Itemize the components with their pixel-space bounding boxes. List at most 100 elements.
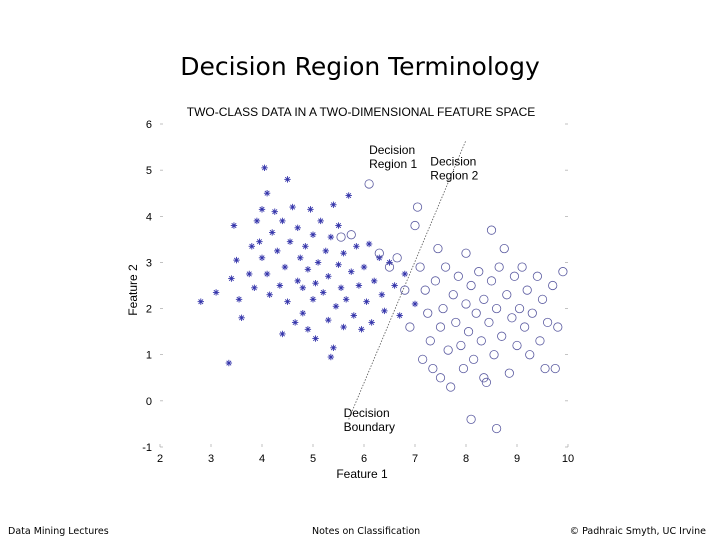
class1-point — [342, 296, 350, 303]
chart-title: TWO-CLASS DATA IN A TWO-DIMENSIONAL FEAT… — [187, 105, 536, 119]
x-tick-label: 9 — [514, 453, 520, 465]
x-tick-label: 6 — [361, 453, 367, 465]
class1-point — [304, 326, 312, 333]
class1-point — [284, 176, 291, 183]
y-tick-label: 4 — [146, 211, 152, 223]
class2-point — [474, 267, 484, 277]
class2-point — [451, 317, 461, 328]
x-tick-label: 3 — [208, 453, 214, 465]
class1-point — [335, 261, 342, 268]
class1-point — [327, 233, 335, 241]
class2-point — [469, 354, 479, 364]
y-tick-label: 1 — [146, 350, 152, 362]
class1-point — [350, 312, 357, 319]
class1-point — [230, 222, 238, 229]
class2-point — [466, 414, 476, 424]
class1-point — [348, 268, 355, 275]
class1-point — [314, 259, 322, 266]
class2-point — [415, 262, 425, 272]
x-tick-label: 10 — [562, 453, 574, 465]
class2-point — [400, 285, 410, 295]
class2-point — [527, 308, 537, 318]
y-tick-label: 5 — [146, 165, 152, 177]
class1-point — [360, 263, 368, 271]
class1-point — [312, 279, 319, 287]
class2-point — [491, 423, 502, 434]
class1-point — [330, 201, 337, 208]
class2-point — [346, 230, 356, 240]
class1-point — [276, 282, 284, 289]
class1-point — [312, 335, 319, 342]
class1-point — [376, 254, 383, 262]
class1-point — [340, 323, 347, 331]
class2-point — [504, 368, 514, 378]
class2-point — [512, 340, 522, 351]
class1-point — [299, 284, 306, 292]
class1-point — [304, 266, 312, 273]
class1-point — [327, 353, 335, 361]
class1-point — [238, 314, 245, 321]
x-tick-label: 5 — [310, 453, 316, 465]
class1-point — [335, 222, 342, 229]
class1-point — [325, 316, 332, 324]
class1-point — [309, 296, 317, 303]
class1-point — [266, 291, 273, 298]
footer-right: © Padhraic Smyth, UC Irvine — [569, 526, 706, 537]
class1-point — [269, 229, 276, 236]
class2-point — [435, 322, 446, 332]
class2-point — [479, 373, 489, 383]
class2-point — [550, 363, 560, 374]
class1-point — [284, 298, 291, 305]
x-tick-label: 4 — [259, 453, 265, 465]
class2-point — [514, 303, 525, 314]
class1-point — [286, 238, 294, 245]
class2-point — [484, 317, 494, 328]
class1-point — [253, 217, 261, 225]
class1-point — [225, 359, 233, 367]
x-tick-label: 7 — [412, 453, 418, 465]
class1-point — [258, 254, 266, 262]
class1-point — [289, 203, 296, 211]
class2-point — [461, 248, 471, 258]
class1-point — [212, 289, 220, 296]
class1-point — [309, 231, 317, 238]
class2-point — [384, 262, 395, 272]
class1-point — [281, 263, 289, 271]
class2-point — [489, 350, 499, 360]
class2-point — [507, 313, 517, 323]
class2-point — [435, 373, 446, 383]
x-tick-label: 8 — [463, 453, 469, 465]
class2-point — [453, 271, 463, 281]
class2-point — [423, 308, 433, 318]
class2-point — [418, 354, 428, 364]
class2-point — [446, 382, 456, 392]
class1-point — [248, 243, 255, 250]
class1-point — [320, 289, 327, 296]
class1-point — [251, 284, 258, 292]
class2-point — [553, 322, 563, 332]
class2-point — [440, 262, 451, 272]
class1-point — [332, 303, 340, 310]
class2-point — [392, 253, 402, 263]
class1-point — [263, 270, 271, 278]
annotation-line: Decision — [369, 143, 415, 157]
decision-boundary-line — [348, 139, 467, 420]
class2-point — [537, 294, 548, 304]
class1-point — [371, 277, 378, 285]
annotation-line: Boundary — [344, 420, 395, 434]
y-axis-label: Feature 2 — [126, 264, 140, 316]
class2-point — [405, 322, 415, 332]
y-tick-label: 0 — [146, 396, 152, 408]
class2-point — [520, 322, 530, 332]
class1-point — [197, 298, 204, 305]
class2-point — [479, 294, 489, 304]
class2-point — [364, 179, 374, 189]
class2-point — [438, 303, 448, 314]
class1-point — [381, 307, 388, 315]
class1-point — [233, 256, 240, 264]
class2-point — [532, 271, 543, 281]
class1-point — [302, 243, 309, 250]
